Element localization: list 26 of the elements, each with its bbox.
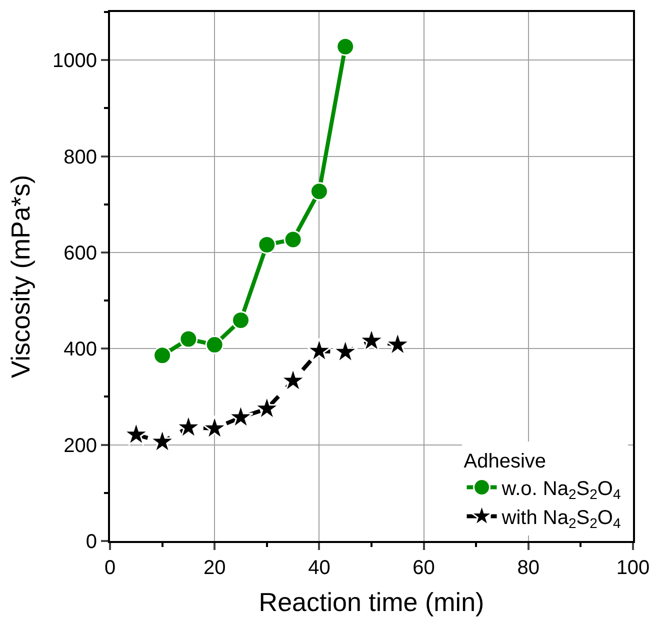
legend-label: w.o. Na$_{2}$S$_{2}$O$_{4}$: [500, 478, 621, 502]
point: [179, 330, 198, 348]
point: [336, 37, 355, 56]
point: [232, 311, 250, 330]
y-axis-title: Viscosity (mPa*s): [5, 174, 36, 378]
point: [205, 336, 224, 354]
x-tick-label: 0: [104, 557, 116, 579]
y-tick-label: 200: [64, 434, 97, 457]
x-tick-label: 60: [412, 557, 435, 579]
x-tick-label: 40: [308, 557, 330, 579]
x-tick-label: 100: [616, 557, 650, 579]
y-tick-label: 1000: [52, 50, 97, 72]
x-tick-label: 20: [203, 557, 226, 579]
y-tick-label: 800: [64, 146, 97, 168]
legend-title: Adhesive: [464, 450, 546, 473]
point: [258, 236, 276, 254]
x-tick-label: 80: [517, 557, 540, 579]
y-tick-label: 600: [64, 242, 97, 264]
y-tick-label: 0: [86, 531, 97, 553]
point: [306, 338, 332, 362]
point: [310, 182, 328, 201]
legend-label: with Na$_{2}$S$_{2}$O$_{4}$: [500, 507, 621, 532]
y-tick-label: 400: [64, 338, 97, 361]
x-axis-title: Reaction time (min): [258, 587, 484, 618]
point: [284, 230, 302, 249]
point: [153, 346, 172, 365]
